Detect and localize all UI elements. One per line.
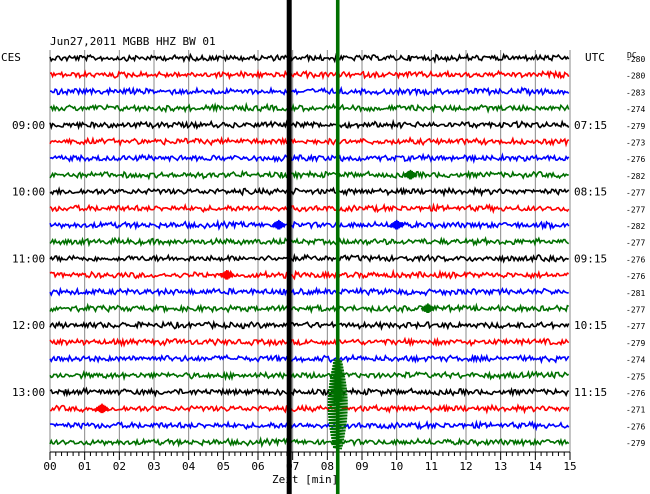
dc-offset-label: -271 [626,406,645,415]
x-tick-label: 07 [286,460,299,473]
x-tick-label: 06 [251,460,264,473]
right-time-label: 08:15 [574,186,607,199]
seismic-trace [49,353,570,365]
dc-label: DC [627,51,637,60]
left-time-label: 09:00 [12,119,45,132]
small-event [420,303,436,313]
x-tick-label: 14 [529,460,543,473]
dc-offset-label: -281 [626,289,645,298]
dc-offset-label: -282 [626,172,645,181]
dc-offset-label: -279 [626,339,645,348]
seismic-trace [49,52,570,65]
seismic-trace [49,152,570,165]
seismic-trace [49,302,570,315]
small-event [94,403,110,414]
seismic-trace [50,85,570,97]
x-tick-label: 03 [147,460,160,473]
small-event [389,219,404,230]
dc-offset-label: -274 [626,356,645,365]
dc-offset-label: -276 [626,155,645,164]
seismic-trace [49,169,569,181]
left-time-label: 10:00 [12,186,45,199]
chart-title: Jun27,2011 MGBB HHZ BW 01 [50,35,216,48]
x-tick-label: 00 [43,460,56,473]
left-time-label: 13:00 [12,386,45,399]
seismic-trace [49,286,569,297]
x-tick-label: 12 [459,460,472,473]
dc-offset-label: -276 [626,422,645,431]
x-tick-label: 13 [494,460,507,473]
x-tick-label: 08 [321,460,334,473]
x-tick-label: 09 [355,460,368,473]
seismic-trace [49,319,570,331]
x-tick-label: 02 [113,460,126,473]
seismic-trace [49,436,570,449]
x-tick-label: 04 [182,460,196,473]
left-timezone-label: CES [1,51,21,64]
dc-offset-label: -279 [626,122,645,131]
small-event [271,219,286,230]
left-time-label: 11:00 [12,252,45,265]
dc-offset-label: -277 [626,239,645,248]
dc-offset-label: -277 [626,306,645,315]
seismic-trace [49,69,570,81]
dc-offset-label: -276 [626,389,645,398]
dc-offset-label: -283 [626,88,645,97]
dc-offset-label: -280 [626,55,645,64]
dc-offset-label: -277 [626,205,645,214]
x-axis-label: Zeit [min] [272,473,338,486]
right-time-label: 09:15 [574,252,607,265]
seismic-trace [49,202,570,215]
dc-offset-label: -277 [626,189,645,198]
dc-offset-label: -280 [626,72,645,81]
dc-offset-label: -276 [626,255,645,264]
seismic-trace [49,336,570,348]
x-tick-label: 15 [563,460,576,473]
seismic-trace [49,101,570,114]
dc-offset-label: -275 [626,372,645,381]
x-tick-label: 01 [78,460,91,473]
dc-offset-label: -279 [626,439,645,448]
right-time-label: 11:15 [574,386,607,399]
seismic-trace [49,386,570,398]
x-tick-label: 10 [390,460,403,473]
seismic-trace [49,118,570,131]
left-time-label: 12:00 [12,319,45,332]
seismic-trace [49,186,570,198]
dc-offset-label: -273 [626,139,645,148]
seismic-trace [49,419,570,432]
seismic-trace [49,369,570,382]
right-time-label: 07:15 [574,119,607,132]
dc-offset-label: -277 [626,322,645,331]
x-tick-label: 05 [217,460,230,473]
seismic-trace [49,268,569,281]
seismic-trace [49,218,570,231]
seismic-trace [49,403,570,415]
seismic-trace [49,135,570,148]
dc-offset-label: -282 [626,222,645,231]
small-event [403,169,418,180]
right-timezone-label: UTC [585,51,605,64]
right-time-label: 10:15 [574,319,607,332]
dc-offset-label: -276 [626,272,645,281]
seismic-trace [49,252,569,264]
seismic-trace [49,235,570,248]
x-tick-label: 11 [425,460,438,473]
small-event [219,270,234,280]
event-burst [327,359,348,450]
dc-offset-label: -274 [626,105,645,114]
